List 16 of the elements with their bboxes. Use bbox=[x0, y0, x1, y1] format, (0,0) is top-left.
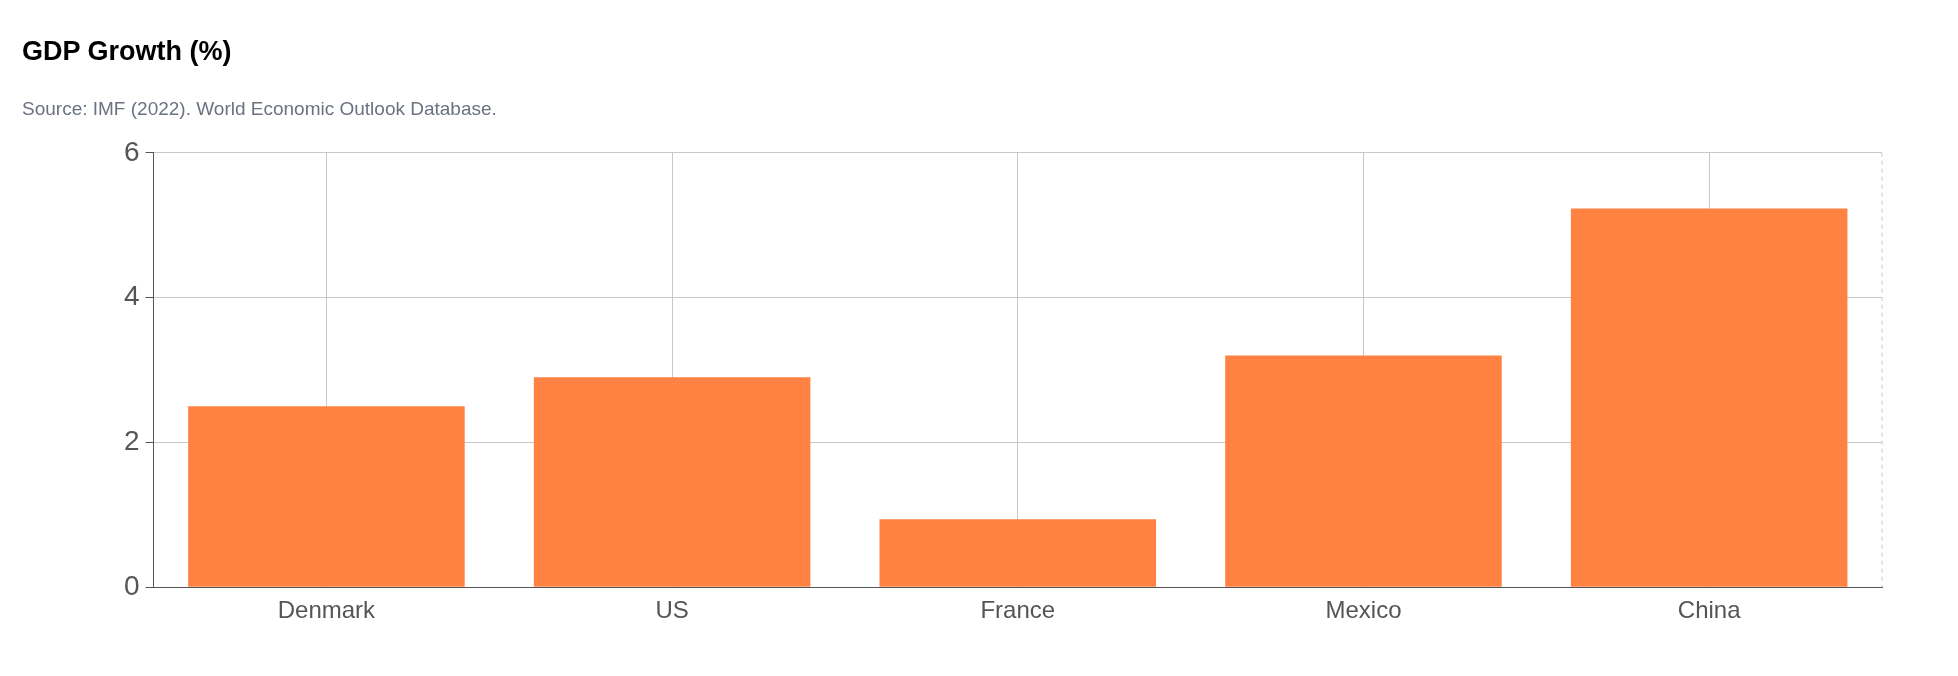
y-tick-label: 0 bbox=[123, 569, 140, 601]
chart-subtitle: Source: IMF (2022). World Economic Outlook Database. bbox=[22, 98, 497, 120]
x-tick-label: China bbox=[1677, 596, 1742, 624]
bar bbox=[533, 377, 811, 587]
y-tick-label: 6 bbox=[123, 135, 140, 167]
y-tick-label: 4 bbox=[123, 280, 140, 312]
x-tick-label: US bbox=[655, 596, 689, 624]
chart-title: GDP Growth (%) bbox=[22, 36, 232, 67]
x-tick-label: Mexico bbox=[1325, 596, 1402, 624]
bar bbox=[1225, 355, 1502, 587]
x-tick-label: Denmark bbox=[277, 596, 377, 624]
bar bbox=[1570, 208, 1848, 587]
bar bbox=[879, 519, 1157, 587]
x-tick-label: France bbox=[980, 596, 1056, 624]
y-tick-label: 2 bbox=[123, 425, 140, 457]
bar bbox=[188, 406, 465, 587]
